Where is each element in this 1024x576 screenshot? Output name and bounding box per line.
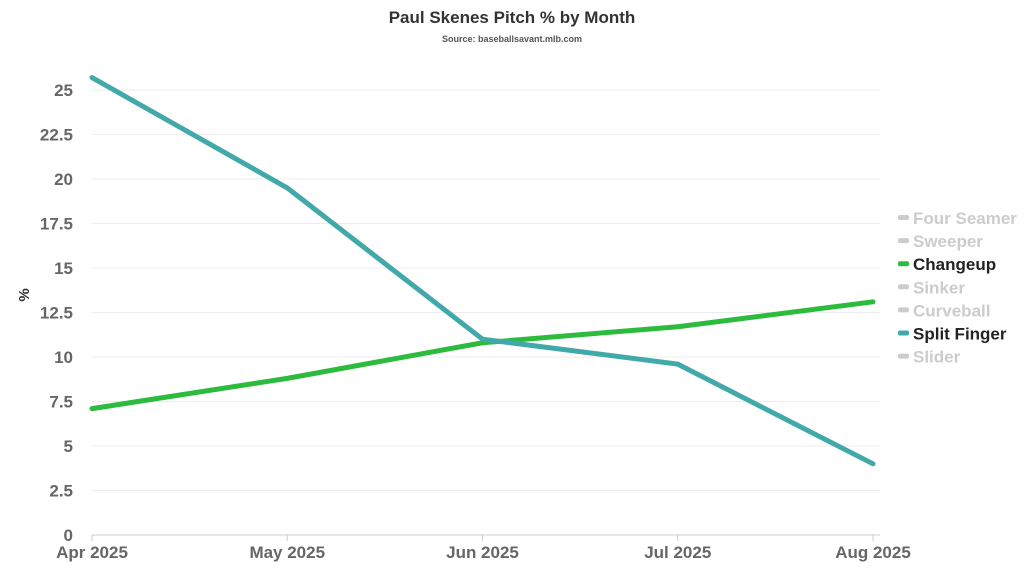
legend-swatch: [898, 284, 909, 290]
y-tick-label: 17.5: [40, 215, 73, 234]
legend-swatch: [898, 215, 909, 220]
legend-item-split-finger[interactable]: Split Finger: [898, 325, 1007, 344]
chart-subtitle: Source: baseballsavant.mlb.com: [442, 34, 582, 44]
legend-swatch: [898, 330, 909, 336]
legend-item-slider[interactable]: Slider: [898, 348, 961, 367]
legend-item-sweeper[interactable]: Sweeper: [898, 232, 983, 251]
legend-item-four-seamer[interactable]: Four Seamer: [898, 209, 1017, 228]
y-tick-label: 15: [54, 259, 73, 278]
x-tick-label: Jun 2025: [446, 543, 519, 562]
legend-label: Slider: [913, 348, 961, 367]
y-tick-label: 5: [64, 437, 73, 456]
legend-label: Changeup: [913, 255, 996, 274]
x-tick-label: Aug 2025: [835, 543, 911, 562]
legend-swatch: [898, 307, 909, 313]
y-tick-label: 12.5: [40, 304, 73, 323]
legend-swatch: [898, 261, 909, 267]
legend-label: Curveball: [913, 301, 990, 320]
legend-swatch: [898, 238, 909, 244]
legend-swatch: [898, 353, 909, 359]
y-tick-label: 0: [64, 526, 73, 545]
y-axis-ticks: 0 2.5 5 7.5 10 12.5 15 17.5 20 22.5 25: [40, 81, 73, 545]
chart-title: Paul Skenes Pitch % by Month: [389, 8, 636, 27]
series-lines: [89, 75, 876, 467]
y-axis-title: %: [16, 288, 33, 301]
legend-item-curveball[interactable]: Curveball: [898, 301, 990, 320]
x-tick-label: Apr 2025: [56, 543, 128, 562]
x-tick-label: Jul 2025: [644, 543, 711, 562]
x-tick-label: May 2025: [249, 543, 325, 562]
y-tick-label: 25: [54, 81, 73, 100]
legend-item-sinker[interactable]: Sinker: [898, 278, 965, 297]
y-tick-label: 7.5: [49, 393, 73, 412]
series-line-changeup[interactable]: [89, 299, 876, 412]
legend-label: Sinker: [913, 278, 965, 297]
y-tick-label: 2.5: [49, 482, 73, 501]
legend-item-changeup[interactable]: Changeup: [898, 255, 996, 274]
legend-label: Sweeper: [913, 232, 983, 251]
legend-label: Four Seamer: [913, 209, 1017, 228]
gridlines: [92, 89, 880, 491]
legend-label: Split Finger: [913, 325, 1007, 344]
y-tick-label: 22.5: [40, 126, 73, 145]
y-tick-label: 10: [54, 348, 73, 367]
series-line-split-finger[interactable]: [89, 75, 876, 467]
y-tick-label: 20: [54, 170, 73, 189]
x-axis: Apr 2025 May 2025 Jun 2025 Jul 2025 Aug 2025: [56, 534, 911, 562]
legend: Four Seamer Sweeper Changeup Sinker Curvebal…: [898, 209, 1017, 367]
